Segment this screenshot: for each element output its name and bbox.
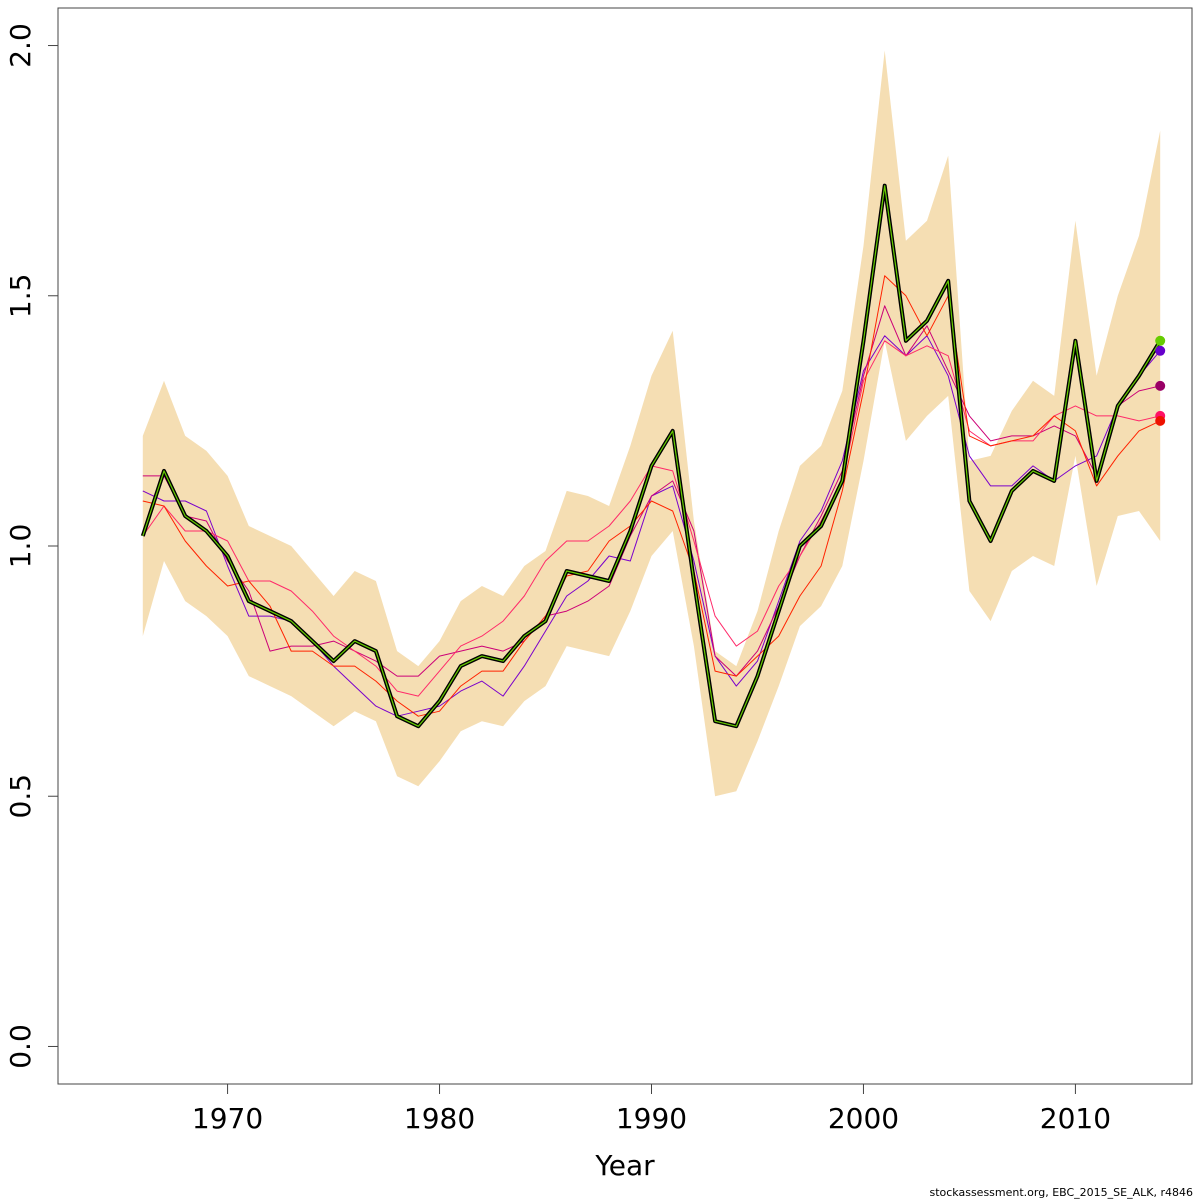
x-axis-title: Year: [594, 1149, 655, 1182]
x-tick-label: 1990: [616, 1102, 687, 1135]
y-tick-label: 0.0: [4, 1024, 37, 1069]
series-end-point-0: [1155, 335, 1166, 346]
series-line-4: [142, 275, 1161, 717]
series-layer: [140, 183, 1162, 729]
x-tick-label: 2000: [828, 1102, 899, 1135]
x-tick-label: 1980: [404, 1102, 475, 1135]
end-point-layer: [1155, 335, 1166, 426]
series-end-point-4: [1155, 415, 1166, 426]
y-tick-label: 0.5: [4, 774, 37, 819]
confidence-band-layer: [142, 50, 1161, 797]
y-tick-label: 2.0: [4, 23, 37, 68]
x-axis: 1970 1980 1990 2000 2010: [192, 1083, 1111, 1135]
y-axis: 0.0 0.5 1.0 1.5 2.0: [4, 23, 59, 1069]
credit-text: stockassessment.org, EBC_2015_SE_ALK, r4…: [929, 1186, 1193, 1199]
series-line-main: [142, 185, 1161, 727]
y-tick-label: 1.0: [4, 524, 37, 569]
x-tick-label: 2010: [1040, 1102, 1111, 1135]
confidence-band: [142, 50, 1161, 797]
series-end-point-2: [1155, 380, 1166, 391]
y-tick-label: 1.5: [4, 274, 37, 319]
series-end-point-1: [1155, 345, 1166, 356]
x-tick-label: 1970: [192, 1102, 263, 1135]
series-line-2: [142, 305, 1161, 677]
